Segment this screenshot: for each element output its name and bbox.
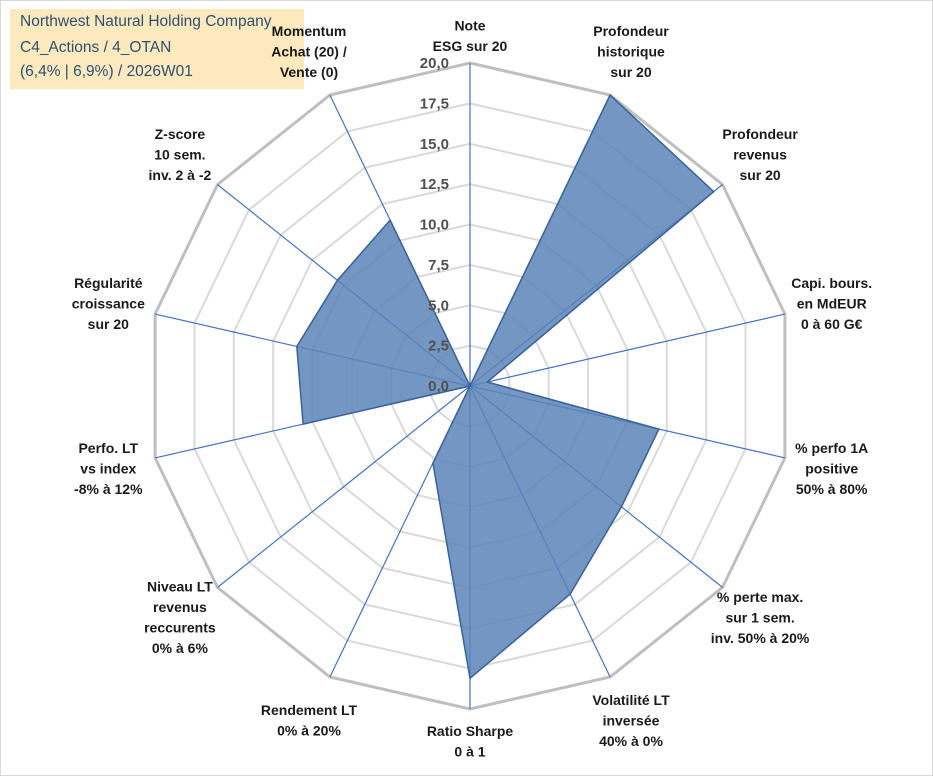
- axis-label-7: Ratio Sharpe 0 à 1: [427, 723, 514, 760]
- axis-label-line: Momentum: [272, 23, 347, 39]
- axis-label-9: Niveau LT revenus reccurents 0% à 6%: [144, 579, 216, 657]
- axis-label-line: 0% à 20%: [277, 723, 341, 739]
- axis-label-line: historique: [597, 44, 665, 60]
- data-point-10: [302, 423, 305, 426]
- data-point-12: [336, 279, 339, 282]
- axis-label-4: % perfo 1A positive 50% à 80%: [795, 440, 868, 497]
- axis-label-line: ESG sur 20: [433, 38, 508, 54]
- axis-label-line: sur 20: [739, 167, 780, 183]
- axis-label-3: Capi. bours. en MdEUR 0 à 60 G€: [791, 275, 872, 332]
- data-point-9: [469, 385, 472, 388]
- data-point-6: [569, 593, 572, 596]
- axis-label-line: Vente (0): [280, 64, 338, 80]
- radial-tick-label: 10,0: [420, 217, 449, 234]
- axis-label-6: Volatilité LT inversée 40% à 0%: [592, 692, 670, 749]
- axis-label-line: inversée: [603, 712, 660, 728]
- axis-label-8: Rendement LT 0% à 20%: [261, 702, 358, 739]
- axis-label-line: 0 à 1: [454, 744, 485, 760]
- axis-label-line: Rendement LT: [261, 702, 358, 718]
- axis-label-line: Achat (20) /: [271, 44, 347, 60]
- axis-label-line: Z-score: [155, 126, 206, 142]
- axis-label-line: croissance: [72, 295, 145, 311]
- axis-label-line: Régularité: [74, 275, 143, 291]
- chart-title-period: (6,4% | 6,9%) / 2026W01: [20, 63, 193, 80]
- data-point-5: [620, 505, 623, 508]
- series-area-0: [296, 94, 715, 680]
- axis-label-line: positive: [805, 461, 858, 477]
- axis-label-line: -8% à 12%: [74, 481, 143, 497]
- axis-label-10: Perfo. LT vs index -8% à 12%: [74, 440, 143, 497]
- radial-tick-label: 5,0: [428, 297, 449, 314]
- axis-label-line: revenus: [153, 599, 207, 615]
- axis-label-line: sur 20: [610, 64, 651, 80]
- axis-label-1: Profondeur historique sur 20: [593, 23, 669, 80]
- axis-label-line: en MdEUR: [797, 295, 867, 311]
- radial-tick-label: 12,5: [420, 176, 449, 193]
- axis-label-12: Z-score 10 sem. inv. 2 à -2: [149, 126, 212, 183]
- data-point-7: [469, 677, 472, 680]
- axis-label-line: Profondeur: [593, 23, 669, 39]
- axis-label-line: 50% à 80%: [796, 481, 868, 497]
- data-point-3: [486, 381, 489, 384]
- axis-label-line: 10 sem.: [154, 147, 205, 163]
- axis-label-line: reccurents: [144, 620, 216, 636]
- axis-label-line: revenus: [733, 147, 787, 163]
- axis-label-line: 40% à 0%: [599, 733, 663, 749]
- axis-label-line: 0 à 60 G€: [801, 316, 863, 332]
- axis-label-line: vs index: [80, 461, 136, 477]
- axis-label-line: inv. 50% à 20%: [711, 630, 810, 646]
- data-point-13: [389, 219, 392, 222]
- axis-label-line: % perfo 1A: [795, 440, 868, 456]
- axis-spoke-9: [217, 385, 471, 588]
- radial-tick-label: 20,0: [420, 55, 449, 72]
- radial-tick-label: 2,5: [428, 338, 449, 355]
- data-point-2: [712, 190, 715, 193]
- axis-label-2: Profondeur revenus sur 20: [722, 126, 798, 183]
- axis-label-line: inv. 2 à -2: [149, 167, 212, 183]
- data-point-8: [431, 462, 434, 465]
- axis-label-line: Profondeur: [722, 126, 798, 142]
- chart-title-portfolio: C4_Actions / 4_OTAN: [20, 39, 172, 56]
- data-point-1: [609, 94, 612, 97]
- axis-label-line: 0% à 6%: [152, 640, 209, 656]
- radial-tick-label: 7,5: [428, 257, 449, 274]
- axis-label-line: sur 1 sem.: [725, 609, 794, 625]
- axis-label-line: Ratio Sharpe: [427, 723, 514, 739]
- axis-label-5: % perte max. sur 1 sem. inv. 50% à 20%: [711, 589, 810, 646]
- axis-label-line: sur 20: [88, 316, 129, 332]
- axis-label-line: % perte max.: [717, 589, 803, 605]
- data-point-4: [657, 428, 660, 431]
- radial-tick-label: 17,5: [420, 95, 449, 112]
- axis-label-line: Capi. bours.: [791, 275, 872, 291]
- axis-spoke-3: [469, 313, 786, 387]
- axis-label-13: Momentum Achat (20) / Vente (0): [271, 23, 347, 80]
- chart-title-box: Northwest Natural Holding Company C4_Act…: [10, 9, 304, 89]
- chart-title-company: Northwest Natural Holding Company: [20, 13, 272, 30]
- axis-label-line: Perfo. LT: [78, 440, 138, 456]
- radial-tick-label: 0,0: [428, 378, 449, 395]
- axis-label-11: Régularité croissance sur 20: [72, 275, 145, 332]
- axis-label-line: Volatilité LT: [592, 692, 670, 708]
- axis-label-0: Note ESG sur 20: [433, 18, 508, 55]
- axis-label-line: Niveau LT: [147, 579, 213, 595]
- radial-tick-label: 15,0: [420, 136, 449, 153]
- data-point-11: [295, 345, 298, 348]
- axis-label-line: Note: [454, 18, 485, 34]
